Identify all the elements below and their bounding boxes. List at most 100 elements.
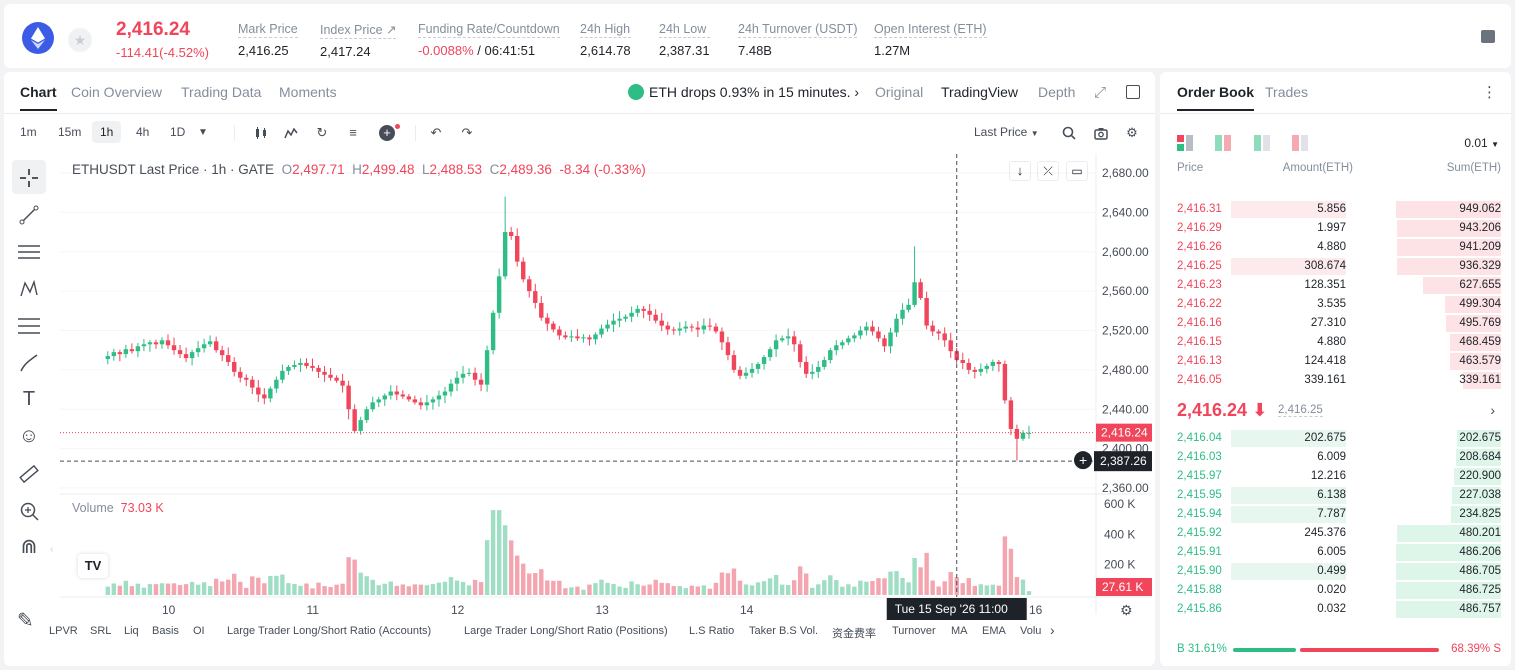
replay-icon[interactable]: ↻: [316, 125, 328, 140]
indicator-funding[interactable]: 资金费率: [832, 628, 876, 640]
collapse-icon[interactable]: ⤫: [1037, 161, 1059, 181]
bid-row[interactable]: 2,415.92 245.376 480.201: [1160, 524, 1511, 543]
view-tradingview[interactable]: TradingView: [941, 84, 1019, 100]
more-icon[interactable]: ⋮: [1482, 84, 1497, 101]
indicator-liq[interactable]: Liq: [124, 625, 139, 637]
ruler-icon[interactable]: [12, 456, 46, 490]
chevron-right-icon[interactable]: ›: [1050, 622, 1055, 638]
crosshair-icon[interactable]: [12, 160, 46, 194]
ask-row[interactable]: 2,416.31 5.856 949.062: [1160, 200, 1511, 219]
ask-row[interactable]: 2,416.25 308.674 936.329: [1160, 257, 1511, 276]
arrow-down-icon[interactable]: ↓: [1009, 161, 1031, 181]
zoom-in-icon[interactable]: [12, 493, 46, 527]
volume-bar: [996, 585, 1002, 595]
bid-row[interactable]: 2,416.03 6.009 208.684: [1160, 448, 1511, 467]
ask-row[interactable]: 2,416.22 3.535 499.304: [1160, 295, 1511, 314]
volume-last-label: 27.61 K: [1102, 580, 1143, 594]
price-source-select[interactable]: Last Price ▼: [974, 125, 1039, 139]
timeframe-4h[interactable]: 4h: [136, 125, 150, 139]
emoji-icon[interactable]: ☺: [18, 425, 40, 447]
reset-view-icon[interactable]: ▭: [1066, 161, 1088, 181]
candlestick-type-icon[interactable]: [254, 126, 268, 140]
pencil-icon[interactable]: ✎: [17, 610, 34, 632]
layout-both-icon[interactable]: [1177, 134, 1193, 151]
bid-row[interactable]: 2,415.90 0.499 486.705: [1160, 562, 1511, 581]
news-ticker[interactable]: ETH drops 0.93% in 15 minutes. ›: [628, 84, 859, 100]
tab-trading-data[interactable]: Trading Data: [181, 84, 262, 100]
ask-row[interactable]: 2,416.13 124.418 463.579: [1160, 352, 1511, 371]
bid-row[interactable]: 2,415.94 7.787 234.825: [1160, 505, 1511, 524]
settings-gear-icon[interactable]: ⚙: [1126, 125, 1138, 140]
bid-row[interactable]: 2,415.91 6.005 486.206: [1160, 543, 1511, 562]
brush-icon[interactable]: [12, 345, 46, 379]
chevron-left-icon[interactable]: ‹: [50, 544, 54, 555]
stat-mark-price[interactable]: Mark Price 2,416.25: [238, 22, 298, 58]
tab-trades[interactable]: Trades: [1265, 84, 1309, 100]
text-tool-icon[interactable]: T: [22, 388, 36, 410]
indicator-lpvr[interactable]: LPVR: [49, 625, 78, 637]
order-sum: 480.201: [1459, 527, 1501, 539]
ask-row[interactable]: 2,416.26 4.880 941.209: [1160, 238, 1511, 257]
volume-bar: [545, 580, 550, 595]
indicator-ls-ratio[interactable]: L.S Ratio: [689, 625, 735, 637]
indicator-ma[interactable]: MA: [951, 625, 968, 637]
search-icon[interactable]: [1062, 126, 1076, 140]
undo-icon[interactable]: ↶: [430, 125, 442, 140]
add-indicator-icon[interactable]: +: [379, 125, 395, 141]
fib-icon[interactable]: [12, 308, 46, 342]
timeframe-dropdown-icon[interactable]: ▼: [198, 127, 208, 138]
volume-bar: [978, 584, 984, 595]
fullscreen-icon[interactable]: [1126, 85, 1140, 99]
bid-row[interactable]: 2,415.88 0.020 486.725: [1160, 581, 1511, 600]
book-icon[interactable]: [1481, 30, 1495, 43]
view-original[interactable]: Original: [875, 84, 924, 100]
layout-asks-icon[interactable]: [1292, 134, 1309, 151]
indicator-turnover[interactable]: Turnover: [892, 625, 936, 637]
indicator-basis[interactable]: Basis: [152, 625, 179, 637]
indicator-ls-positions[interactable]: Large Trader Long/Short Ratio (Positions…: [464, 625, 668, 637]
indicator-ema[interactable]: EMA: [982, 625, 1006, 637]
favorite-star-icon[interactable]: ★: [68, 28, 92, 52]
indicator-ls-accounts[interactable]: Large Trader Long/Short Ratio (Accounts): [227, 625, 432, 637]
stat-funding-rate[interactable]: Funding Rate/Countdown -0.0088% / 06:41:…: [418, 22, 560, 58]
bid-row[interactable]: 2,415.95 6.138 227.038: [1160, 486, 1511, 505]
ask-row[interactable]: 2,416.05 339.161 339.161: [1160, 371, 1511, 390]
indicator-volume[interactable]: Volu: [1020, 625, 1042, 637]
bid-row[interactable]: 2,416.04 202.675 202.675: [1160, 429, 1511, 448]
layout-mixed-icon[interactable]: [1215, 134, 1232, 151]
ask-row[interactable]: 2,416.29 1.997 943.206: [1160, 219, 1511, 238]
expand-icon[interactable]: ⤢: [1094, 84, 1107, 101]
pattern-icon[interactable]: [12, 271, 46, 305]
timeframe-1m[interactable]: 1m: [20, 125, 37, 139]
timeframe-15m[interactable]: 15m: [58, 125, 82, 139]
chart-svg[interactable]: 2,680.00 2,640.00 2,600.00 2,560.00 2,520.00…: [60, 154, 1152, 624]
indicator-taker-vol[interactable]: Taker B.S Vol.: [749, 625, 819, 637]
ask-row[interactable]: 2,416.16 27.310 495.769: [1160, 314, 1511, 333]
camera-icon[interactable]: [1094, 126, 1108, 140]
indicator-oi[interactable]: OI: [193, 625, 205, 637]
tab-order-book[interactable]: Order Book: [1177, 84, 1255, 111]
ask-row[interactable]: 2,416.23 128.351 627.655: [1160, 276, 1511, 295]
precision-select[interactable]: 0.01 ▼: [1464, 136, 1499, 150]
timeframe-1d[interactable]: 1D: [170, 125, 186, 139]
tab-chart[interactable]: Chart: [20, 84, 57, 111]
horizontal-lines-icon[interactable]: [12, 234, 46, 268]
stat-index-price[interactable]: Index Price ↗ 2,417.24: [320, 22, 397, 59]
template-icon[interactable]: ≡: [349, 125, 357, 140]
indicator-srl[interactable]: SRL: [90, 625, 112, 637]
magnet-icon[interactable]: ⋒: [20, 536, 38, 558]
layout-bids-icon[interactable]: [1253, 134, 1270, 151]
bid-row[interactable]: 2,415.86 0.032 486.757: [1160, 600, 1511, 619]
trend-line-icon[interactable]: [12, 197, 46, 231]
tab-coin-overview[interactable]: Coin Overview: [71, 84, 163, 100]
chevron-right-icon[interactable]: ›: [1490, 402, 1495, 418]
ask-row[interactable]: 2,416.15 4.880 468.459: [1160, 333, 1511, 352]
redo-icon[interactable]: ↷: [461, 125, 473, 140]
sum-depth-bar: [1397, 258, 1501, 275]
tab-moments[interactable]: Moments: [279, 84, 337, 100]
candlestick-chart[interactable]: 2,680.00 2,640.00 2,600.00 2,560.00 2,520.00…: [50, 154, 1152, 624]
timeframe-1h[interactable]: 1h: [92, 121, 122, 143]
indicators-icon[interactable]: [284, 126, 298, 140]
bid-row[interactable]: 2,415.97 12.216 220.900: [1160, 467, 1511, 486]
view-depth[interactable]: Depth: [1038, 84, 1076, 100]
